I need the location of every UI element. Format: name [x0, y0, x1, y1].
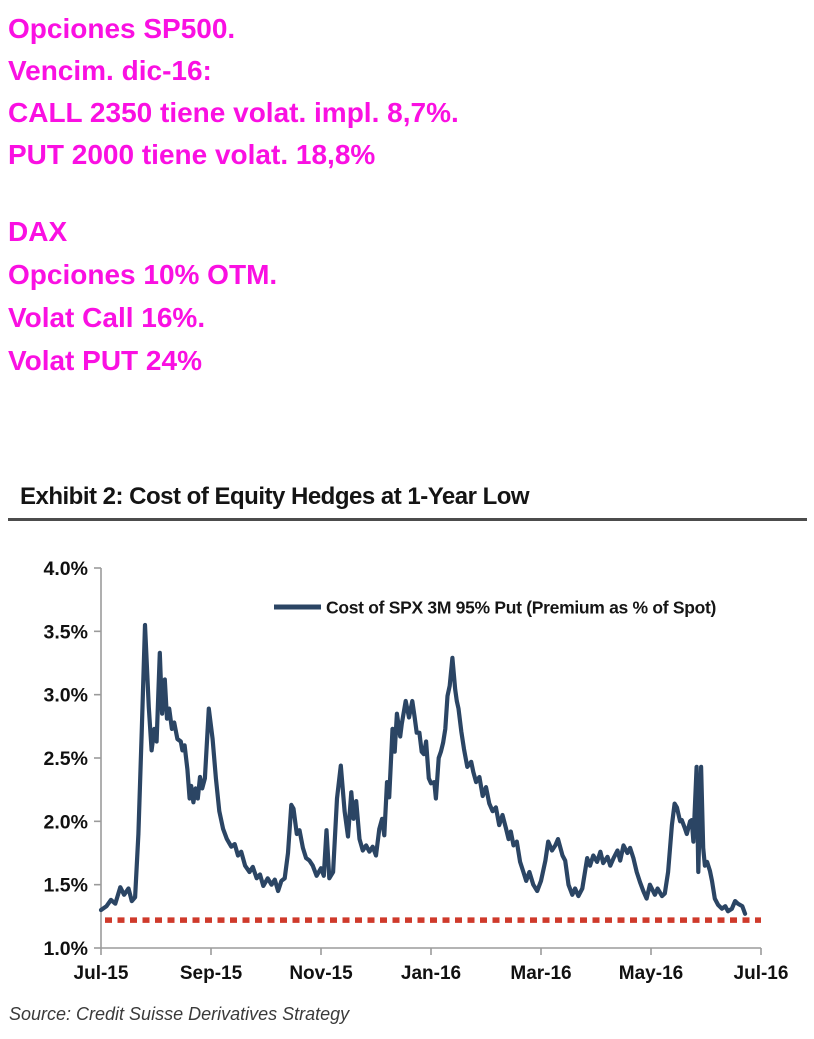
exhibit-title-rule	[8, 518, 807, 521]
y-tick-label: 1.5%	[44, 875, 88, 897]
annotation-line: CALL 2350 tiene volat. impl. 8,7%.	[8, 97, 459, 128]
annotation-line: Opciones SP500.	[8, 13, 236, 44]
x-tick-label: Sep-15	[180, 963, 243, 984]
x-tick-label: May-16	[619, 963, 683, 984]
annotation-line: Opciones 10% OTM.	[8, 259, 278, 290]
x-tick-label: Nov-15	[289, 963, 353, 984]
y-tick-label: 2.0%	[44, 811, 88, 833]
y-tick-label: 3.5%	[44, 621, 88, 643]
annotation-line: DAX	[8, 216, 68, 247]
y-tick-label: 4.0%	[44, 558, 88, 580]
x-tick-label: Mar-16	[510, 963, 571, 984]
annotation-line: PUT 2000 tiene volat. 18,8%	[8, 139, 376, 170]
annotation-line: Vencim. dic-16:	[8, 55, 212, 86]
x-tick-label: Jan-16	[401, 963, 461, 984]
x-tick-label: Jul-15	[74, 963, 129, 984]
cost-of-equity-hedges-chart: 4.0% 3.5% 3.0% 2.5% 2.0% 1.5% 1.0% Jul-15 Sep-15…	[28, 543, 792, 995]
annotation-dax-block: DAX Opciones 10% OTM. Volat Call 16%. Vo…	[8, 210, 277, 382]
x-tick-label: Jul-16	[734, 963, 789, 984]
y-tick-label: 1.0%	[44, 938, 88, 960]
exhibit-header: Exhibit 2: Cost of Equity Hedges at 1-Ye…	[8, 483, 807, 521]
y-tick-label: 2.5%	[44, 748, 88, 770]
exhibit-title: Exhibit 2: Cost of Equity Hedges at 1-Ye…	[20, 483, 530, 510]
series-line-spx-put-cost	[98, 622, 748, 916]
y-tick-label: 3.0%	[44, 685, 88, 707]
line-chart: 4.0% 3.5% 3.0% 2.5% 2.0% 1.5% 1.0% Jul-15 Sep-15…	[44, 558, 789, 984]
annotation-line: Volat PUT 24%	[8, 345, 202, 376]
annotation-sp500-block: Opciones SP500. Vencim. dic-16: CALL 235…	[8, 8, 459, 176]
chart-source: Source: Credit Suisse Derivatives Strate…	[9, 1004, 350, 1024]
legend-label: Cost of SPX 3M 95% Put (Premium as % of …	[326, 598, 716, 618]
annotation-line: Volat Call 16%.	[8, 302, 206, 333]
